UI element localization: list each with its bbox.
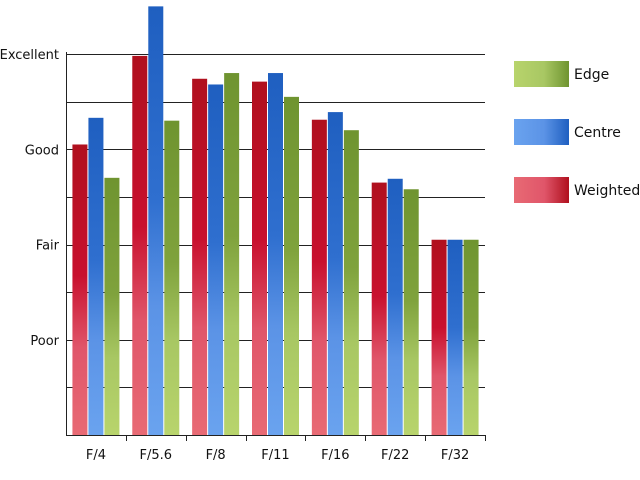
x-tick-label-f-8: F/8 <box>206 448 226 463</box>
bar-centre-f-5-6 <box>148 6 164 435</box>
bar-centre-f-4 <box>88 117 104 435</box>
y-tick-label-good: Good <box>25 143 59 158</box>
bar-weighted-f-22 <box>371 182 387 435</box>
bar-centre-f-32 <box>447 239 463 435</box>
legend-swatch-edge <box>514 61 569 87</box>
axes <box>66 52 486 441</box>
x-tick-label-f-5-6: F/5.6 <box>140 448 173 463</box>
bar-edge-f-4 <box>104 177 120 435</box>
bar-edge-f-5-6 <box>164 120 180 436</box>
bar-centre-f-16 <box>327 112 343 435</box>
bar-centre-f-8 <box>208 84 224 435</box>
bar-edge-f-22 <box>403 189 419 435</box>
x-tick-label-f-32: F/32 <box>441 448 469 463</box>
bar-weighted-f-4 <box>72 144 88 436</box>
legend-label-weighted: Weighted <box>574 183 640 199</box>
legend-swatch-weighted <box>514 177 569 203</box>
x-tick-label-f-11: F/11 <box>261 448 289 463</box>
bar-weighted-f-32 <box>431 239 447 435</box>
bar-edge-f-11 <box>284 96 299 436</box>
y-tick-label-poor: Poor <box>30 334 59 349</box>
y-tick-labels: Poor Fair Good Excellent <box>0 48 60 349</box>
bar-edge-f-8 <box>224 73 240 436</box>
bar-weighted-f-8 <box>192 78 208 435</box>
bar-centre-f-11 <box>268 73 283 436</box>
legend-swatch-centre <box>514 119 569 145</box>
y-tick-label-excellent: Excellent <box>0 48 59 63</box>
bar-weighted-f-16 <box>311 119 327 435</box>
x-tick-label-f-16: F/16 <box>321 448 349 463</box>
bar-edge-f-32 <box>463 239 479 435</box>
x-tick-label-f-22: F/22 <box>381 448 409 463</box>
legend-label-edge: Edge <box>574 67 609 83</box>
bar-weighted-f-5-6 <box>132 55 148 435</box>
legend: Edge Centre Weighted <box>514 61 640 203</box>
legend-label-centre: Centre <box>574 125 621 141</box>
bar-weighted-f-11 <box>252 81 267 435</box>
bars <box>72 6 479 436</box>
y-tick-label-fair: Fair <box>36 239 60 254</box>
x-tick-labels: F/4 F/5.6 F/8 F/11 F/16 F/22 F/32 <box>86 448 469 463</box>
bar-edge-f-16 <box>343 130 359 435</box>
x-tick-label-f-4: F/4 <box>86 448 106 463</box>
bar-centre-f-22 <box>387 178 403 435</box>
